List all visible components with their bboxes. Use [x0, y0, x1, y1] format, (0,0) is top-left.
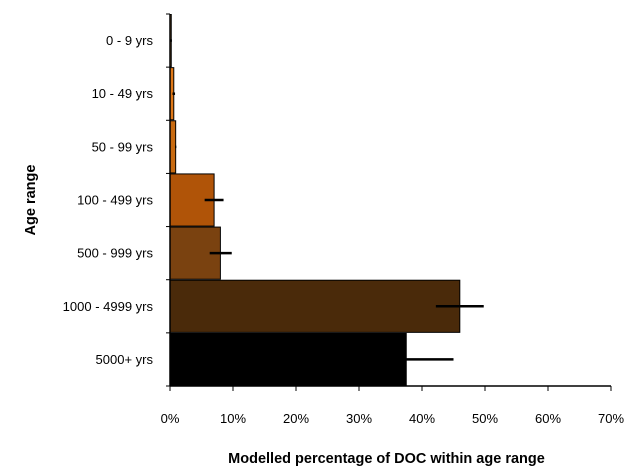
bar [169, 120, 177, 174]
y-tick-label: 1000 - 4999 yrs [63, 299, 154, 314]
x-tick-label: 40% [409, 411, 435, 426]
bar [169, 332, 407, 387]
labels-layer: 0 - 9 yrs 10 - 49 yrs 50 - 99 yrs 100 - 499… [63, 33, 625, 426]
x-tick-label: 60% [535, 411, 561, 426]
y-tick-label: 10 - 49 yrs [92, 86, 154, 101]
x-tick-label: 30% [346, 411, 372, 426]
y-tick-label: 5000+ yrs [96, 352, 154, 367]
x-tick-label: 70% [598, 411, 624, 426]
y-tick-label: 50 - 99 yrs [92, 139, 154, 154]
x-tick-label: 50% [472, 411, 498, 426]
x-axis-title: Modelled percentage of DOC within age ra… [228, 451, 545, 467]
x-tick-label: 20% [283, 411, 309, 426]
y-axis-title: Age range [23, 165, 39, 236]
y-tick-label: 100 - 499 yrs [77, 193, 153, 208]
axes-layer [166, 13, 612, 391]
x-tick-label: 10% [220, 411, 246, 426]
y-tick-label: 500 - 999 yrs [77, 246, 153, 261]
y-tick-label: 0 - 9 yrs [106, 33, 153, 48]
error-bars-layer [170, 39, 484, 361]
bar [169, 279, 461, 333]
x-tick-label: 0% [161, 411, 180, 426]
